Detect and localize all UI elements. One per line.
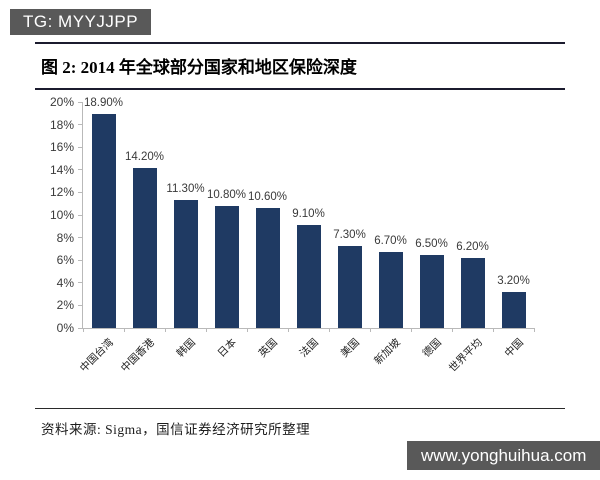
bar-value-label: 6.20% <box>456 240 489 253</box>
bar-value-label: 10.80% <box>206 188 246 201</box>
y-axis-tick-label: 0% <box>56 321 74 335</box>
bar <box>296 225 321 328</box>
x-axis-tick-mark <box>492 328 494 332</box>
figure-title-band: 图 2: 2014 年全球部分国家和地区保险深度 <box>35 42 565 90</box>
bar <box>132 167 157 328</box>
y-axis-tick-mark <box>78 259 83 261</box>
y-axis-tick-label: 16% <box>49 140 74 155</box>
source-attribution: 资料来源: Sigma，国信证券经济研究所整理 <box>41 422 311 437</box>
bar-value-label: 11.30% <box>166 183 205 196</box>
y-axis-tick-mark <box>78 237 83 239</box>
x-axis-tick-mark <box>123 328 125 332</box>
x-axis-tick-mark <box>205 328 207 332</box>
bar <box>91 114 116 328</box>
bar <box>501 291 526 328</box>
figure-footer-band: 资料来源: Sigma，国信证券经济研究所整理 <box>35 408 565 438</box>
bar-value-label: 6.70% <box>374 235 407 248</box>
y-axis-tick-label: 20% <box>49 95 74 109</box>
y-axis-tick-mark <box>78 282 83 284</box>
x-axis-tick-mark <box>533 328 535 332</box>
x-axis-tick-mark <box>410 328 412 332</box>
y-axis-tick-label: 4% <box>56 275 74 290</box>
y-axis-tick-mark <box>78 146 83 148</box>
y-axis-tick-mark <box>78 124 83 126</box>
x-axis-tick-mark <box>287 328 289 332</box>
y-axis-tick-mark <box>78 327 83 329</box>
watermark-url-badge: www.yonghuihua.com <box>407 441 600 470</box>
bar <box>214 205 239 328</box>
y-axis-tick-label: 10% <box>49 208 74 222</box>
bar-value-label: 14.20% <box>124 150 164 163</box>
bar <box>255 208 280 328</box>
x-axis-tick-mark <box>328 328 330 332</box>
bar <box>337 245 362 328</box>
tg-channel-badge: TG: MYYJJPP <box>10 9 152 35</box>
bar-value-label: 7.30% <box>333 228 366 241</box>
x-axis-tick-mark <box>164 328 166 332</box>
x-axis-category-label: 中国台湾 <box>77 336 116 375</box>
bar <box>419 254 444 328</box>
y-axis-tick-label: 2% <box>56 298 74 313</box>
bar <box>460 257 485 328</box>
bar-value-label: 9.10% <box>292 208 325 221</box>
figure-title: 图 2: 2014 年全球部分国家和地区保险深度 <box>41 58 357 77</box>
x-axis-tick-mark <box>451 328 453 332</box>
x-axis-tick-mark <box>369 328 371 332</box>
y-axis-tick-label: 12% <box>49 185 74 200</box>
bar <box>378 252 403 328</box>
y-axis-tick-mark <box>78 304 83 306</box>
plot-area: 0% 2% 4% 6% 8% 10% 12% 14% 16% 18% 20% 18.90% 中国台湾 14… <box>50 95 535 375</box>
bar-value-label: 10.60% <box>247 191 287 204</box>
y-axis-tick-label: 18% <box>49 117 74 132</box>
y-axis-tick-label: 8% <box>56 230 74 245</box>
y-axis-tick-mark <box>78 169 83 171</box>
bar-value-label: 6.50% <box>415 237 448 250</box>
bar <box>173 200 198 328</box>
y-axis-tick-mark <box>78 101 83 103</box>
y-axis-tick-label: 6% <box>56 253 74 268</box>
y-axis-tick-mark <box>78 191 83 193</box>
y-axis-tick-label: 14% <box>49 162 74 177</box>
x-axis-tick-mark <box>82 328 84 332</box>
y-axis-tick-mark <box>78 214 83 216</box>
bar-value-label: 3.20% <box>497 274 530 287</box>
bar-value-label: 18.90% <box>83 97 123 110</box>
x-axis-tick-mark <box>246 328 248 332</box>
